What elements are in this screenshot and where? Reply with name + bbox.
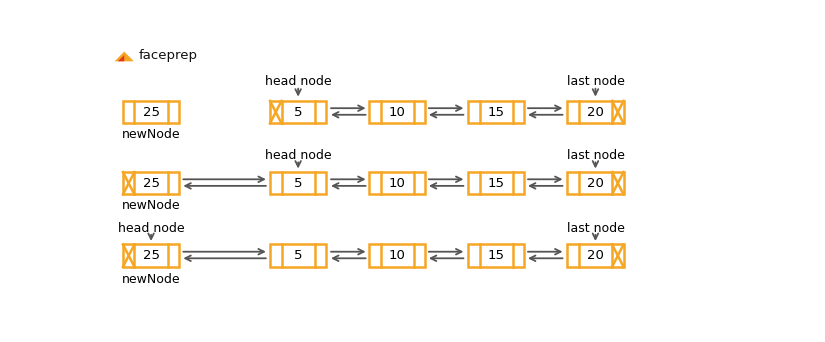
Text: head node: head node (265, 75, 332, 88)
Text: 25: 25 (143, 177, 159, 190)
Text: 25: 25 (143, 106, 159, 119)
Text: 15: 15 (488, 106, 505, 119)
Text: 20: 20 (587, 177, 604, 190)
Text: head node: head node (118, 222, 185, 235)
Text: faceprep: faceprep (139, 49, 198, 62)
Text: last node: last node (567, 222, 625, 235)
Bar (369, 245, 426, 267)
Bar (270, 245, 326, 267)
Bar (123, 101, 179, 123)
Bar (123, 172, 179, 195)
Bar (568, 245, 624, 267)
Text: 10: 10 (389, 249, 406, 262)
Bar (369, 101, 426, 123)
Bar (270, 172, 326, 195)
Text: 5: 5 (294, 249, 303, 262)
Bar (568, 172, 624, 195)
Text: 25: 25 (143, 249, 159, 262)
Text: 5: 5 (294, 177, 303, 190)
Bar (369, 172, 426, 195)
Text: last node: last node (567, 75, 625, 88)
Text: 10: 10 (389, 106, 406, 119)
Text: 5: 5 (294, 106, 303, 119)
Text: last node: last node (567, 149, 625, 162)
Bar (469, 172, 525, 195)
Text: newNode: newNode (122, 199, 181, 212)
Polygon shape (115, 52, 134, 61)
Text: 15: 15 (488, 177, 505, 190)
Text: 15: 15 (488, 249, 505, 262)
Text: newNode: newNode (122, 273, 181, 286)
Text: 20: 20 (587, 106, 604, 119)
Bar (469, 101, 525, 123)
Bar (123, 245, 179, 267)
Text: head node: head node (265, 149, 332, 162)
Bar (270, 101, 326, 123)
Text: newNode: newNode (122, 128, 181, 141)
Text: 20: 20 (587, 249, 604, 262)
Bar (469, 245, 525, 267)
Polygon shape (118, 55, 125, 61)
Text: 10: 10 (389, 177, 406, 190)
Bar (568, 101, 624, 123)
